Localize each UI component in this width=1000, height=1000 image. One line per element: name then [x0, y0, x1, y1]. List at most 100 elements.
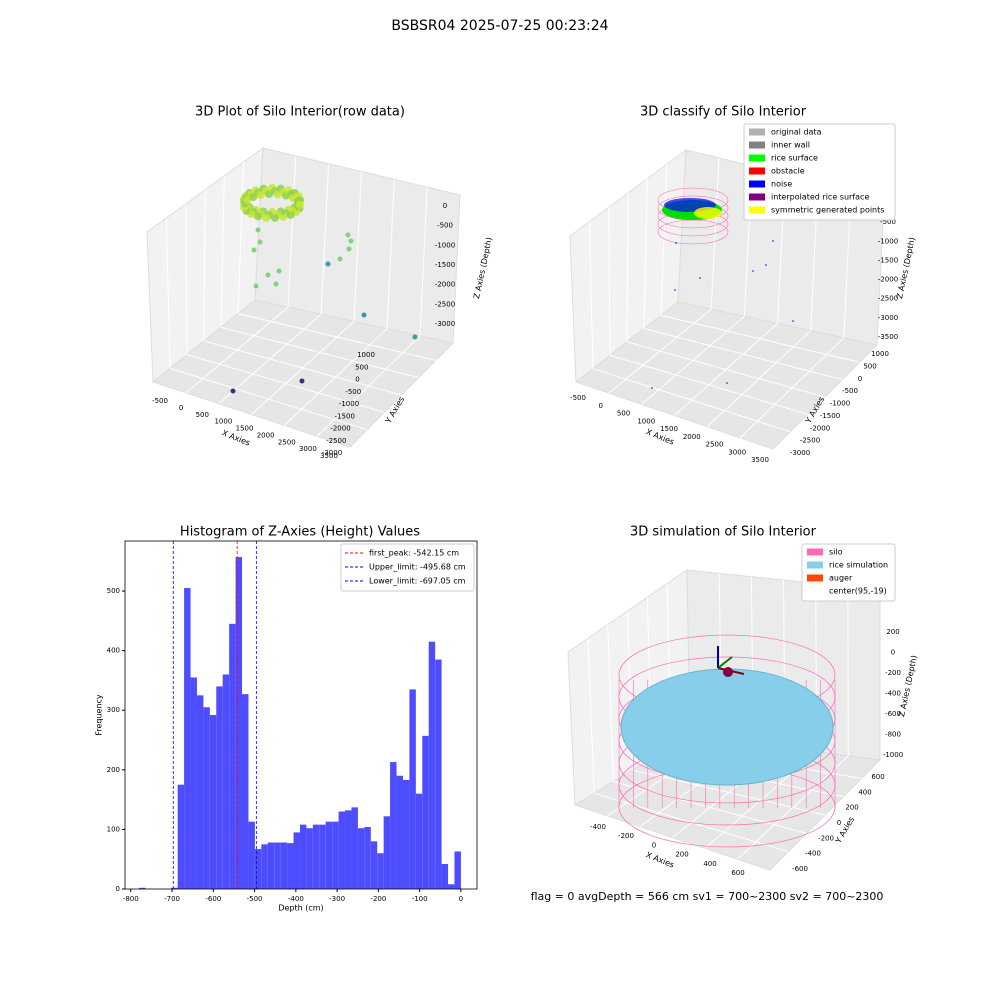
bar	[402, 779, 410, 889]
z-tick-label: -800	[885, 731, 901, 739]
x-tick-label: -300	[329, 895, 345, 903]
y-tick-label: 1000	[357, 351, 375, 359]
bar	[396, 775, 403, 889]
x-tick-label: 0	[459, 895, 463, 903]
pane-grid	[607, 624, 614, 782]
legend-label: noise	[771, 180, 792, 189]
z-tick-label: -3000	[435, 320, 455, 328]
pane-grid	[203, 189, 206, 342]
legend-label: rice simulation	[829, 561, 888, 570]
legend-box	[340, 543, 475, 592]
pane-grid	[237, 161, 245, 314]
bar	[370, 841, 378, 889]
point	[257, 239, 263, 245]
point	[361, 312, 367, 318]
bar	[267, 842, 275, 889]
point	[346, 246, 352, 252]
bar	[422, 735, 429, 889]
x-tick-label: -500	[570, 394, 586, 402]
y-tick-label: -3000	[790, 449, 810, 457]
z-tick-label: -3500	[878, 333, 898, 341]
bar	[235, 557, 243, 889]
y-tick-label: -500	[345, 388, 361, 396]
legend-swatch	[749, 193, 765, 201]
legend-swatch	[807, 548, 823, 556]
z-tick-label: -1500	[878, 256, 898, 264]
bar	[274, 842, 281, 889]
bar	[287, 843, 294, 889]
z-tick-label: -2500	[878, 295, 898, 303]
noise-point	[726, 382, 728, 384]
footer: flag = 0 avgDepth = 566 cm sv1 = 700~230…	[531, 890, 884, 903]
x-tick-label: 3500	[751, 456, 769, 464]
point	[345, 232, 351, 238]
pane-grid	[220, 175, 225, 328]
point	[412, 334, 418, 340]
z-tick-label: -500	[880, 218, 896, 226]
legend-box	[801, 543, 896, 602]
panel-title: 3D Plot of Silo Interior(row data)	[195, 105, 405, 120]
z-tick-label: -2000	[435, 281, 455, 289]
inner-wall	[657, 219, 729, 245]
panel-title: 3D simulation of Silo Interior	[630, 525, 817, 540]
y-tick-label: -2500	[800, 437, 820, 445]
point	[255, 227, 261, 233]
y-tick-label: 500	[107, 587, 120, 595]
point	[265, 272, 271, 278]
y-tick-label: 100	[107, 825, 120, 833]
y-tick-label: 0	[858, 375, 862, 383]
bar	[448, 884, 455, 889]
y-axis-label: Frequency	[95, 694, 104, 736]
legend-box	[743, 123, 896, 221]
noise-point	[674, 289, 676, 291]
x-tick-label: 1500	[660, 425, 678, 433]
pane-grid	[185, 203, 188, 355]
y-tick-label: 500	[355, 363, 368, 371]
bar	[248, 821, 255, 889]
sym-points	[694, 207, 722, 219]
pane-grid	[386, 179, 395, 329]
pane-grid	[626, 192, 629, 343]
legend-swatch	[749, 206, 765, 214]
bar	[216, 686, 223, 889]
legend-label: first_peak: -542.15 cm	[369, 549, 459, 558]
bar	[383, 816, 391, 889]
x-tick-label: -200	[618, 832, 634, 840]
panel-title: Histogram of Z-Axies (Height) Values	[180, 525, 420, 540]
bar	[345, 810, 352, 889]
bar	[184, 588, 191, 889]
pane-grid	[643, 178, 648, 329]
noise-point	[752, 270, 754, 272]
y-tick-label: 1000	[871, 350, 889, 358]
y-tick-label: 600	[871, 773, 884, 781]
y-tick-label: 500	[863, 362, 876, 370]
bar	[351, 807, 358, 889]
legend-swatch	[749, 141, 765, 149]
y-tick-label: -2000	[810, 424, 830, 432]
x-tick-label: 1500	[236, 425, 254, 433]
y-tick-label: 0	[837, 819, 841, 827]
point	[251, 247, 257, 253]
pane-grid	[320, 163, 330, 315]
bar	[364, 827, 371, 889]
x-tick-label: 0	[652, 841, 656, 849]
y-tick-label: -1500	[335, 412, 355, 420]
x-tick-label: 0	[599, 402, 603, 410]
bar	[435, 659, 442, 889]
x-tick-label: -400	[590, 823, 606, 831]
y-tick-label: 0	[355, 376, 359, 384]
legend-label: center(95,-19)	[829, 587, 887, 596]
legend-swatch	[749, 180, 765, 188]
pane-grid	[165, 217, 171, 369]
x-tick-label: 3500	[320, 452, 338, 460]
y-tick-label: -600	[792, 865, 808, 873]
x-tick-label: 2000	[683, 433, 701, 441]
bar	[254, 849, 262, 889]
x-tick-label: -700	[164, 895, 180, 903]
legend-label: Upper_limit: -495.68 cm	[369, 563, 466, 572]
legend-label: inner wall	[771, 141, 810, 150]
point	[299, 378, 305, 384]
y-tick-label: -1000	[339, 400, 359, 408]
x-axis-label: Depth (cm)	[278, 904, 323, 913]
